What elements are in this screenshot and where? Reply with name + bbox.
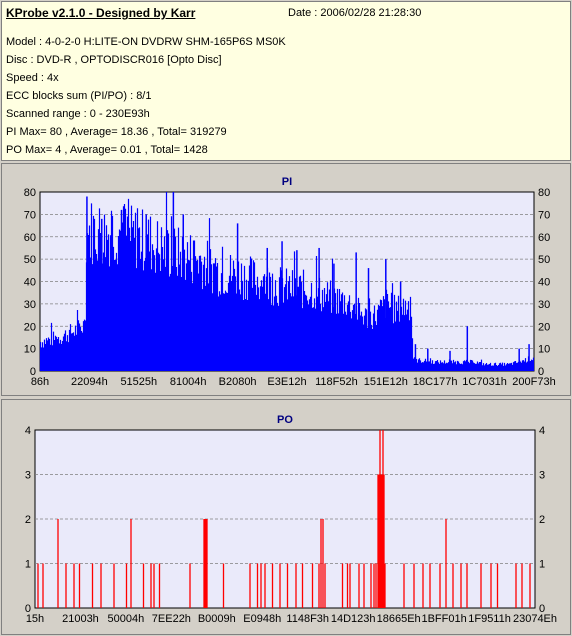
po-y-tick-right: 1 [539,559,545,571]
pi-x-tick: E3E12h [267,376,306,388]
pi-chart-title: PI [282,176,292,188]
pi-y-tick-left: 80 [24,187,36,199]
pi-stats: PI Max= 80 , Average= 18.36 , Total= 319… [6,126,227,138]
pi-x-tick: 18C177h [413,376,458,388]
app-title: KProbe v2.1.0 - Designed by Karr [6,6,196,20]
pi-y-tick-right: 0 [538,366,544,378]
pi-x-tick: 51525h [120,376,157,388]
pi-y-tick-left: 30 [24,299,36,311]
po-x-tick: 21003h [62,613,99,625]
pi-y-tick-left: 20 [24,321,36,333]
pi-x-tick: 1C7031h [462,376,507,388]
pi-y-tick-left: 50 [24,254,36,266]
pi-x-tick: 200F73h [512,376,555,388]
po-y-tick-left: 1 [25,559,31,571]
po-chart-title: PO [277,414,293,426]
scan-date: Date : 2006/02/28 21:28:30 [288,7,422,19]
pi-y-tick-left: 40 [24,277,36,289]
pi-y-tick-right: 30 [538,299,550,311]
po-x-tick: 1148F3h [286,613,329,625]
ecc-blocks: ECC blocks sum (PI/PO) : 8/1 [6,90,152,102]
po-chart-panel: PO 0 0 1 1 2 2 3 3 4 4 15h 21003h 50004h 7EE22h B0009h E… [1,399,571,635]
pi-bar-series [39,192,535,371]
pi-y-tick-left: 60 [24,232,36,244]
po-y-tick-left: 4 [25,425,31,437]
scanned-range: Scanned range : 0 - 230E93h [6,108,150,120]
po-x-tick: B0009h [198,613,236,625]
info-panel: KProbe v2.1.0 - Designed by Karr Date : … [1,1,571,161]
po-y-tick-left: 2 [25,514,31,526]
po-y-tick-left: 3 [25,470,31,482]
disc-info: Disc : DVD-R , OPTODISCR016 [Opto Disc] [6,54,222,66]
po-x-tick: 1F9511h [468,613,511,625]
pi-y-tick-left: 70 [24,209,36,221]
pi-x-tick: 81004h [170,376,207,388]
pi-chart-panel: PI 0 0 10 10 20 20 30 30 40 40 50 50 60 60 70 70 80 80 86h 2… [1,163,571,396]
pi-x-tick: 151E12h [364,376,408,388]
pi-y-tick-right: 60 [538,232,550,244]
pi-y-tick-right: 50 [538,254,550,266]
pi-y-tick-right: 70 [538,209,550,221]
po-x-tick: 1BFF01h [421,613,466,625]
po-stats: PO Max= 4 , Average= 0.01 , Total= 1428 [6,144,208,156]
po-y-tick-right: 4 [539,425,545,437]
po-x-tick: 7EE22h [152,613,191,625]
pi-y-tick-left: 0 [30,366,36,378]
drive-model: Model : 4-0-2-0 H:LITE-ON DVDRW SHM-165P… [6,36,286,48]
po-y-tick-right: 3 [539,470,545,482]
po-y-tick-right: 0 [539,603,545,615]
po-x-tick: 23074Eh [513,613,557,625]
pi-y-tick-left: 10 [24,344,36,356]
pi-x-tick: 86h [31,376,49,388]
po-x-tick: 50004h [108,613,145,625]
pi-y-tick-right: 80 [538,187,550,199]
po-x-tick: 15h [26,613,44,625]
pi-y-tick-right: 20 [538,321,550,333]
po-x-tick: 14D123h [331,613,376,625]
po-y-tick-left: 0 [25,603,31,615]
pi-y-tick-right: 40 [538,277,550,289]
scan-speed: Speed : 4x [6,72,59,84]
po-y-tick-right: 2 [539,514,545,526]
po-chart: PO 0 0 1 1 2 2 3 3 4 4 15h 21003h 50004h 7EE22h B0009h E… [25,414,557,625]
po-x-tick: 18665Eh [377,613,421,625]
pi-x-tick: B2080h [219,376,257,388]
pi-chart: PI 0 0 10 10 20 20 30 30 40 40 50 50 60 60 70 70 80 80 86h 2… [24,176,556,388]
pi-y-tick-right: 10 [538,344,550,356]
po-x-tick: E0948h [243,613,281,625]
pi-x-tick: 22094h [71,376,108,388]
pi-x-tick: 118F52h [315,376,358,388]
